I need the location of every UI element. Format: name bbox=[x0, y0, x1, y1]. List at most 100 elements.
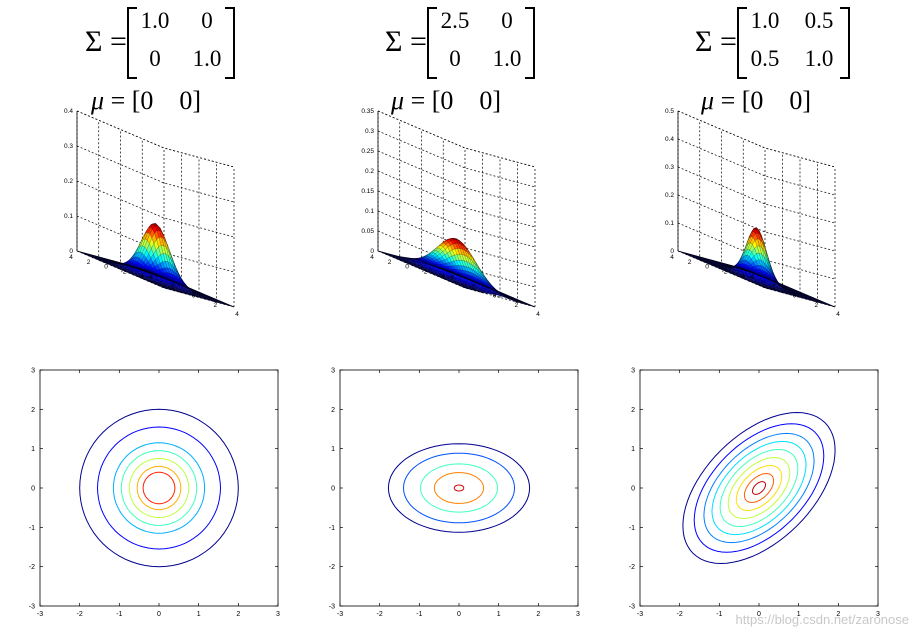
z-tick-label: 0.2 bbox=[64, 178, 73, 185]
x-tick-label: 0 bbox=[493, 293, 497, 300]
x-tick-label: -1 bbox=[116, 611, 122, 618]
grid-line bbox=[677, 166, 836, 224]
grid-line bbox=[377, 130, 536, 188]
surface-facet bbox=[229, 305, 235, 308]
x-tick-label: 3 bbox=[276, 611, 280, 618]
y-tick-label: -3 bbox=[329, 604, 335, 611]
formula-3: Σ = 1.0 0.5 0.5 1.0 μ = [0 0] bbox=[695, 5, 905, 115]
x-tick-label: -4 bbox=[748, 274, 754, 281]
z-tick-label: 0.4 bbox=[665, 136, 674, 143]
y-tick-label: 4 bbox=[370, 254, 374, 261]
matrix-cell: 1.0 bbox=[140, 8, 170, 33]
y-tick-label: 0 bbox=[705, 264, 709, 271]
y-tick-label: -3 bbox=[29, 604, 35, 611]
mu-symbol: μ bbox=[391, 86, 405, 115]
x-tick-label: -3 bbox=[637, 611, 643, 618]
x-tick-label: 4 bbox=[836, 311, 840, 318]
watermark: https://blog.csdn.net/zaronose bbox=[735, 612, 909, 627]
sigma-label: Σ = bbox=[85, 25, 127, 58]
z-tick-label: 0.1 bbox=[665, 220, 674, 227]
y-tick-label: -4 bbox=[439, 273, 445, 280]
mu-vector: μ = [0 0] bbox=[701, 87, 811, 115]
y-tick-label: -2 bbox=[722, 268, 728, 275]
z-tick-label: 0.15 bbox=[361, 188, 374, 195]
z-tick-label: 0.5 bbox=[665, 108, 674, 115]
x-tick-label: 0 bbox=[457, 611, 461, 618]
x-tick-label: -2 bbox=[169, 283, 175, 290]
sigma-label: Σ = bbox=[695, 25, 737, 58]
surface-mesh bbox=[677, 227, 836, 308]
x-tick-label: -2 bbox=[377, 611, 383, 618]
x-tick-label: 0 bbox=[192, 293, 196, 300]
y-tick-label: 1 bbox=[331, 446, 335, 453]
matrix-cell: 0 bbox=[449, 46, 461, 71]
y-tick-label: 0 bbox=[331, 486, 335, 493]
y-tick-label: -3 bbox=[629, 604, 635, 611]
y-tick-label: -1 bbox=[329, 525, 335, 532]
x-tick-label: -4 bbox=[448, 274, 454, 281]
y-tick-label: 0 bbox=[104, 264, 108, 271]
contour-plot-1: -3 -2 -1 0 1 2 3 -3 -2 -1 0 1 2 3 bbox=[29, 368, 280, 619]
y-tick-label: 2 bbox=[31, 407, 35, 414]
y-tick-label: -2 bbox=[329, 564, 335, 571]
x-tick-label: -3 bbox=[37, 611, 43, 618]
y-tick-label: 2 bbox=[631, 407, 635, 414]
grid-line bbox=[76, 110, 235, 168]
grid-line bbox=[377, 150, 536, 208]
y-tick-label: 2 bbox=[331, 407, 335, 414]
y-tick-label: 3 bbox=[331, 368, 335, 375]
x-tick-label: 4 bbox=[235, 311, 239, 318]
x-tick-label: 0 bbox=[157, 611, 161, 618]
x-tick-label: 2 bbox=[814, 302, 818, 309]
grid-line bbox=[677, 110, 836, 168]
y-tick-label: -2 bbox=[121, 268, 127, 275]
grid-line bbox=[377, 110, 536, 168]
formula-1: Σ = 1.0 0 0 1.0 μ = [0 0] bbox=[85, 5, 285, 115]
y-tick-label: 2 bbox=[688, 259, 692, 266]
y-tick-label: -2 bbox=[29, 564, 35, 571]
y-tick-label: 4 bbox=[670, 254, 674, 261]
surface-mesh bbox=[377, 237, 536, 308]
mu-value: = [0 0] bbox=[714, 86, 812, 115]
matrix-cell: 0.5 bbox=[804, 8, 834, 33]
matrix-cell: 1.0 bbox=[192, 46, 222, 71]
z-tick-label: 0.2 bbox=[665, 192, 674, 199]
matrix-cell: 1.0 bbox=[804, 46, 834, 71]
mu-value: = [0 0] bbox=[104, 86, 202, 115]
matrix-cell: 2.5 bbox=[440, 8, 470, 33]
matrix-cell: 1.0 bbox=[492, 46, 522, 71]
x-tick-label: -2 bbox=[677, 611, 683, 618]
y-tick-label: -1 bbox=[29, 525, 35, 532]
matrix-cell: 0 bbox=[149, 46, 161, 71]
x-tick-label: 2 bbox=[213, 302, 217, 309]
grid-line bbox=[377, 110, 536, 168]
x-tick-label: 3 bbox=[576, 611, 580, 618]
formula-2: Σ = 2.5 0 0 1.0 μ = [0 0] bbox=[385, 5, 585, 115]
y-tick-label: -4 bbox=[138, 273, 144, 280]
matrix-bracket-left bbox=[427, 7, 437, 79]
surface-mesh bbox=[76, 223, 235, 308]
x-tick-label: -3 bbox=[337, 611, 343, 618]
matrix-bracket-right bbox=[525, 7, 535, 79]
y-tick-label: 0 bbox=[31, 486, 35, 493]
grid-line bbox=[76, 110, 235, 168]
plot-frame bbox=[339, 369, 579, 607]
y-tick-label: 0 bbox=[631, 486, 635, 493]
z-tick-label: 0.3 bbox=[665, 164, 674, 171]
matrix-bracket-left bbox=[127, 7, 137, 79]
plot-frame bbox=[639, 369, 879, 607]
z-tick-label: 0.1 bbox=[64, 213, 73, 220]
sigma-label: Σ = bbox=[385, 25, 427, 58]
y-tick-label: -1 bbox=[629, 525, 635, 532]
z-tick-label: 0.3 bbox=[365, 128, 374, 135]
x-tick-label: 1 bbox=[197, 611, 201, 618]
z-tick-label: 0.3 bbox=[64, 143, 73, 150]
x-tick-label: 1 bbox=[497, 611, 501, 618]
y-tick-label: 1 bbox=[631, 446, 635, 453]
plot-frame bbox=[39, 369, 279, 607]
z-tick-label: 0.35 bbox=[361, 108, 374, 115]
